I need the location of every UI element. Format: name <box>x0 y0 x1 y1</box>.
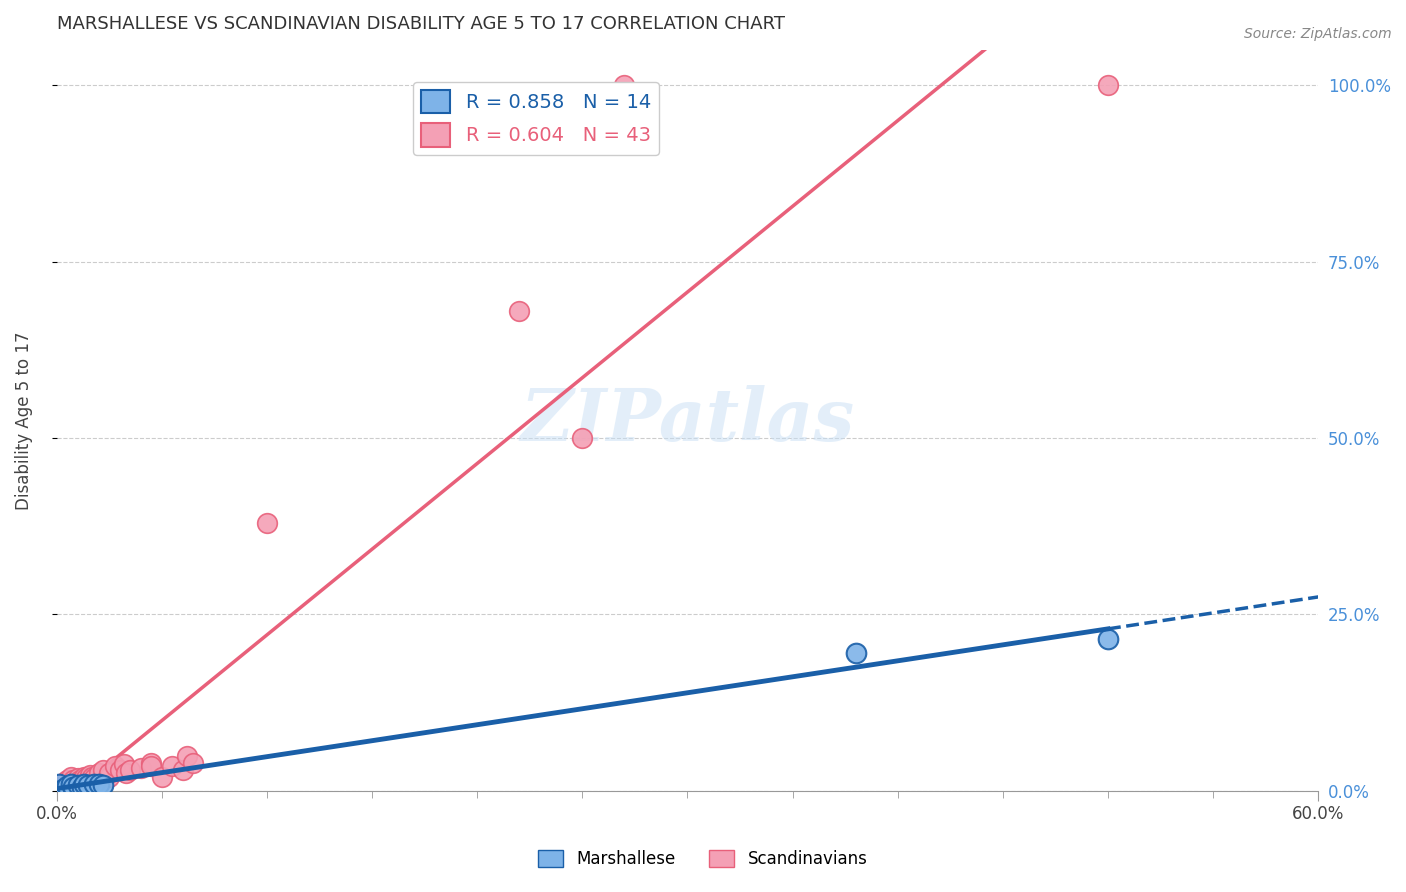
Point <box>115 766 138 780</box>
Point <box>60 777 83 791</box>
Point <box>62 780 84 795</box>
Point <box>75 771 97 785</box>
Point <box>98 766 121 780</box>
Point <box>120 763 142 777</box>
Point <box>73 777 96 791</box>
Y-axis label: Disability Age 5 to 17: Disability Age 5 to 17 <box>15 331 32 509</box>
Point <box>56 778 79 792</box>
Point <box>66 778 89 792</box>
Point <box>60 770 83 784</box>
Point <box>108 763 131 777</box>
Point <box>181 756 204 770</box>
Point <box>508 304 530 318</box>
Point <box>91 778 114 792</box>
Point <box>66 771 89 785</box>
Legend: Marshallese, Scandinavians: Marshallese, Scandinavians <box>531 843 875 875</box>
Point <box>70 780 93 795</box>
Point <box>70 773 93 788</box>
Point <box>73 770 96 784</box>
Point <box>62 773 84 788</box>
Point <box>162 759 184 773</box>
Point <box>53 777 76 791</box>
Point <box>172 763 194 777</box>
Point <box>58 777 80 791</box>
Point <box>1097 632 1119 647</box>
Point <box>98 770 121 784</box>
Point <box>77 778 100 792</box>
Point <box>150 770 173 784</box>
Legend: R = 0.858   N = 14, R = 0.604   N = 43: R = 0.858 N = 14, R = 0.604 N = 43 <box>413 82 659 154</box>
Point <box>1097 78 1119 92</box>
Text: Source: ZipAtlas.com: Source: ZipAtlas.com <box>1244 27 1392 41</box>
Point <box>104 759 127 773</box>
Point <box>112 757 135 772</box>
Point <box>613 78 636 92</box>
Point <box>60 777 83 791</box>
Text: ZIPatlas: ZIPatlas <box>520 384 855 456</box>
Point <box>77 773 100 788</box>
Point <box>571 431 593 445</box>
Point <box>79 768 101 782</box>
Point <box>49 778 72 792</box>
Point <box>129 761 152 775</box>
Point <box>87 777 110 791</box>
Point <box>52 780 75 795</box>
Point <box>83 777 105 791</box>
Point <box>176 748 198 763</box>
Point <box>56 779 79 793</box>
Point <box>256 516 278 530</box>
Point <box>87 766 110 780</box>
Point <box>48 780 70 795</box>
Point <box>83 771 105 785</box>
Point <box>56 773 79 788</box>
Point <box>52 781 75 796</box>
Point <box>65 775 87 789</box>
Point <box>845 646 868 660</box>
Point <box>82 770 104 784</box>
Point <box>141 759 163 773</box>
Point <box>91 763 114 777</box>
Point <box>53 775 76 789</box>
Point <box>141 756 163 770</box>
Point <box>48 777 70 791</box>
Point <box>66 777 89 791</box>
Point <box>69 773 91 788</box>
Text: MARSHALLESE VS SCANDINAVIAN DISABILITY AGE 5 TO 17 CORRELATION CHART: MARSHALLESE VS SCANDINAVIAN DISABILITY A… <box>56 15 785 33</box>
